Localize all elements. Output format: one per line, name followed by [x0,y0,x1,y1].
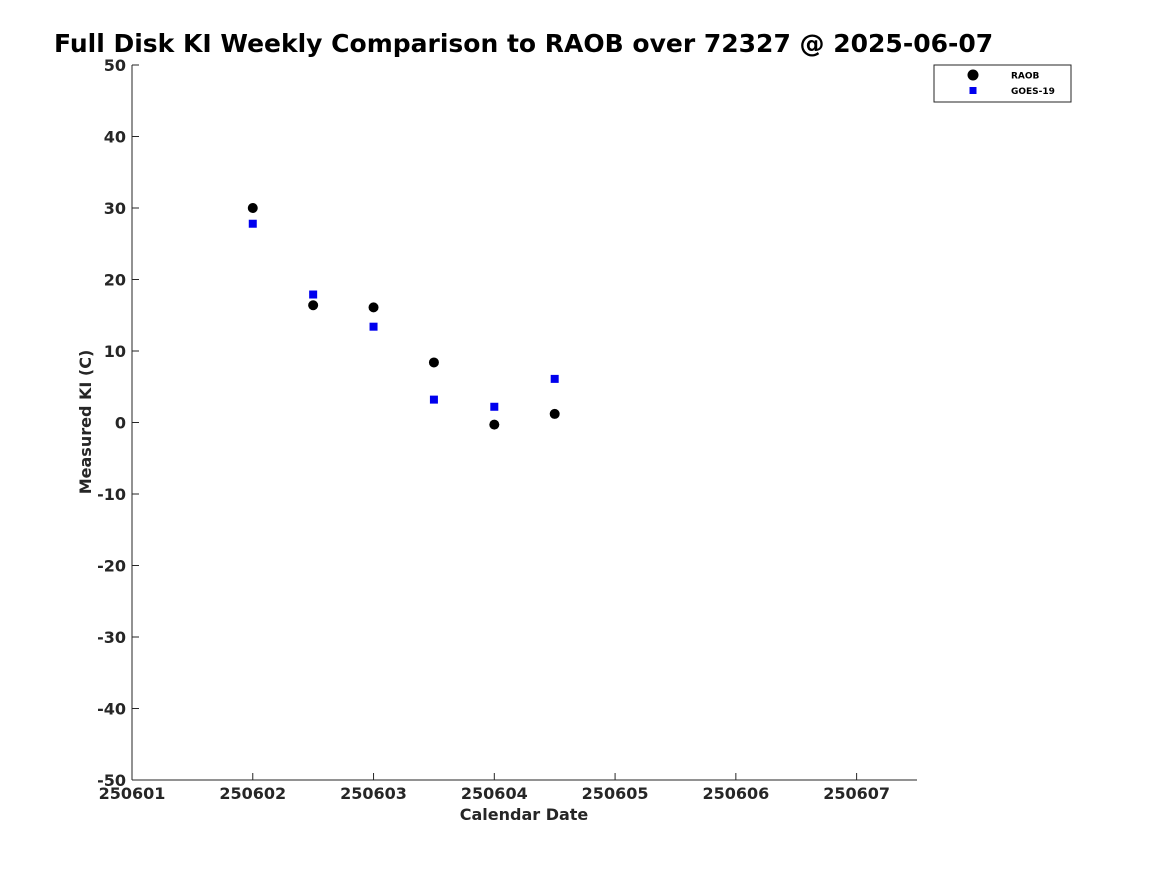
y-tick-label: -50 [97,771,126,790]
markers [247,203,560,430]
y-tick-label: -30 [97,628,126,647]
y-tick-label: 40 [104,128,126,147]
goes19-point [429,395,438,404]
x-tick-label: 250606 [702,784,769,803]
raob-point [549,408,560,419]
goes19-point [369,322,378,331]
y-tick-label: 0 [115,414,126,433]
y-tick-label: 20 [104,271,126,290]
x-ticks: 250601 250602 250603 250604 250605 250606 2506… [99,773,890,803]
raob-point [247,203,258,213]
raob-point [308,300,319,311]
y-tick-label: 50 [104,56,126,75]
raob-point [428,357,439,368]
y-ticks: 50 40 30 20 10 0 -10 -20 -30 -40 -50 [97,56,139,790]
y-tick-label: -20 [97,557,126,576]
chart-title: Full Disk KI Weekly Comparison to RAOB o… [54,29,993,58]
raob-point [489,419,500,430]
goes19-point [550,374,559,383]
legend-raob-label: RAOB [1011,72,1040,82]
y-tick-label: 30 [104,199,126,218]
x-tick-label: 250602 [219,784,286,803]
legend-goes-marker [969,87,977,94]
y-tick-label: -10 [97,485,126,504]
y-axis-label: Measured KI (C) [76,350,95,495]
x-tick-label: 250603 [340,784,407,803]
goes19-point [309,290,318,299]
legend-goes-label: GOES-19 [1011,87,1055,97]
x-tick-label: 250607 [823,784,890,803]
raob-point [368,302,379,313]
legend-box [933,64,1072,103]
y-tick-label: -40 [97,700,126,719]
x-tick-label: 250601 [99,784,166,803]
legend: RAOB GOES-19 [933,64,1072,103]
goes19-point [490,402,499,411]
y-tick-label: 10 [104,342,126,361]
x-tick-label: 250605 [582,784,649,803]
goes19-point [248,219,257,228]
legend-raob-marker [967,69,979,81]
x-axis-label: Calendar Date [460,805,589,824]
x-tick-label: 250604 [461,784,528,803]
